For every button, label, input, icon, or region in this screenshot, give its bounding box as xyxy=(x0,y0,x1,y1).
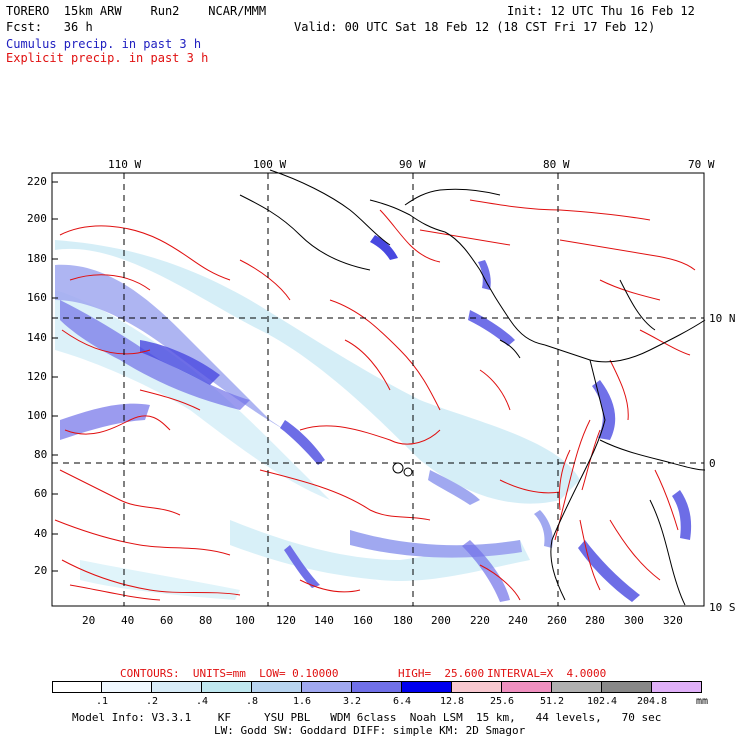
colorbar-label: .2 xyxy=(145,696,159,707)
contour-units: CONTOURS: UNITS=mm LOW= 0.10000 xyxy=(120,667,339,680)
y-tick-label: 120 xyxy=(27,370,47,383)
x-tick-label: 140 xyxy=(314,614,334,627)
lat-label-10n: 10 N xyxy=(709,312,736,325)
colorbar-swatch xyxy=(251,681,302,693)
lon-label-90w: 90 W xyxy=(399,158,426,171)
lon-label-110w: 110 W xyxy=(108,158,142,171)
x-tick-label: 300 xyxy=(624,614,644,627)
x-tick-label: 260 xyxy=(547,614,567,627)
colorbar-label: 12.8 xyxy=(439,696,465,707)
precip-shading xyxy=(55,235,692,602)
colorbar-label: 51.2 xyxy=(539,696,565,707)
valid-time: Valid: 00 UTC Sat 18 Feb 12 (18 CST Fri … xyxy=(294,20,656,34)
colorbar-swatch xyxy=(551,681,602,693)
colorbar-label: .8 xyxy=(245,696,259,707)
lat-label-10s: 10 S xyxy=(709,601,736,614)
x-tick-label: 40 xyxy=(121,614,135,627)
model-title: TORERO 15km ARW Run2 NCAR/MMM xyxy=(6,4,267,18)
colorbar-label: 102.4 xyxy=(586,696,618,707)
x-tick-label: 220 xyxy=(470,614,490,627)
colorbar-swatch xyxy=(651,681,702,693)
x-tick-label: 60 xyxy=(160,614,174,627)
forecast-hour: Fcst: 36 h xyxy=(6,20,93,34)
contour-high: HIGH= 25.600 xyxy=(398,667,485,680)
x-tick-label: 120 xyxy=(276,614,296,627)
model-info: Model Info: V3.3.1 KF YSU PBL WDM 6class… xyxy=(72,711,662,724)
colorbar-swatch xyxy=(101,681,152,693)
lon-label-100w: 100 W xyxy=(253,158,287,171)
y-tick-label: 140 xyxy=(27,331,47,344)
y-tick-label: 180 xyxy=(27,252,47,265)
lat-label-0: 0 xyxy=(709,457,716,470)
colorbar-label: 6.4 xyxy=(392,696,412,707)
x-tick-label: 240 xyxy=(508,614,528,627)
axis-ticks xyxy=(52,181,58,572)
colorbar-swatch xyxy=(351,681,402,693)
colorbar-label: .4 xyxy=(195,696,209,707)
colorbar-swatch xyxy=(451,681,502,693)
y-tick-label: 20 xyxy=(34,564,48,577)
map-frame xyxy=(51,172,705,607)
y-tick-label: 220 xyxy=(27,175,47,188)
colorbar-label: 204.8 xyxy=(636,696,668,707)
lat-lon-grid xyxy=(52,173,704,606)
colorbar-swatch xyxy=(501,681,552,693)
colorbar-swatch xyxy=(201,681,252,693)
colorbar-label: .1 xyxy=(95,696,109,707)
explicit-precip-contours xyxy=(54,199,696,601)
y-tick-label: 80 xyxy=(34,448,48,461)
x-tick-label: 320 xyxy=(663,614,683,627)
x-tick-label: 80 xyxy=(199,614,213,627)
colorbar-unit: mm xyxy=(696,696,709,707)
colorbar-label: 25.6 xyxy=(489,696,515,707)
x-tick-label: 160 xyxy=(353,614,373,627)
coastlines xyxy=(239,169,706,606)
colorbar-swatch xyxy=(301,681,352,693)
physics-info: LW: Godd SW: Goddard DIFF: simple KM: 2D… xyxy=(214,724,526,737)
colorbar-swatch xyxy=(401,681,452,693)
x-tick-label: 20 xyxy=(82,614,96,627)
x-tick-label: 180 xyxy=(393,614,413,627)
y-tick-label: 40 xyxy=(34,527,48,540)
colorbar-swatch xyxy=(52,681,102,693)
colorbar-swatch xyxy=(151,681,202,693)
x-tick-label: 200 xyxy=(431,614,451,627)
x-tick-label: 100 xyxy=(235,614,255,627)
explicit-legend: Explicit precip. in past 3 h xyxy=(6,51,209,65)
colorbar-swatch xyxy=(601,681,652,693)
y-tick-label: 160 xyxy=(27,291,47,304)
lon-label-70w: 70 W xyxy=(688,158,715,171)
y-tick-label: 200 xyxy=(27,212,47,225)
init-time: Init: 12 UTC Thu 16 Feb 12 xyxy=(507,4,695,18)
cumulus-legend: Cumulus precip. in past 3 h xyxy=(6,37,202,51)
contour-interval: INTERVAL=X 4.0000 xyxy=(487,667,607,680)
colorbar-label: 3.2 xyxy=(342,696,362,707)
y-tick-label: 100 xyxy=(27,409,47,422)
lon-label-80w: 80 W xyxy=(543,158,570,171)
x-tick-label: 280 xyxy=(585,614,605,627)
y-tick-label: 60 xyxy=(34,487,48,500)
colorbar-label: 1.6 xyxy=(292,696,312,707)
